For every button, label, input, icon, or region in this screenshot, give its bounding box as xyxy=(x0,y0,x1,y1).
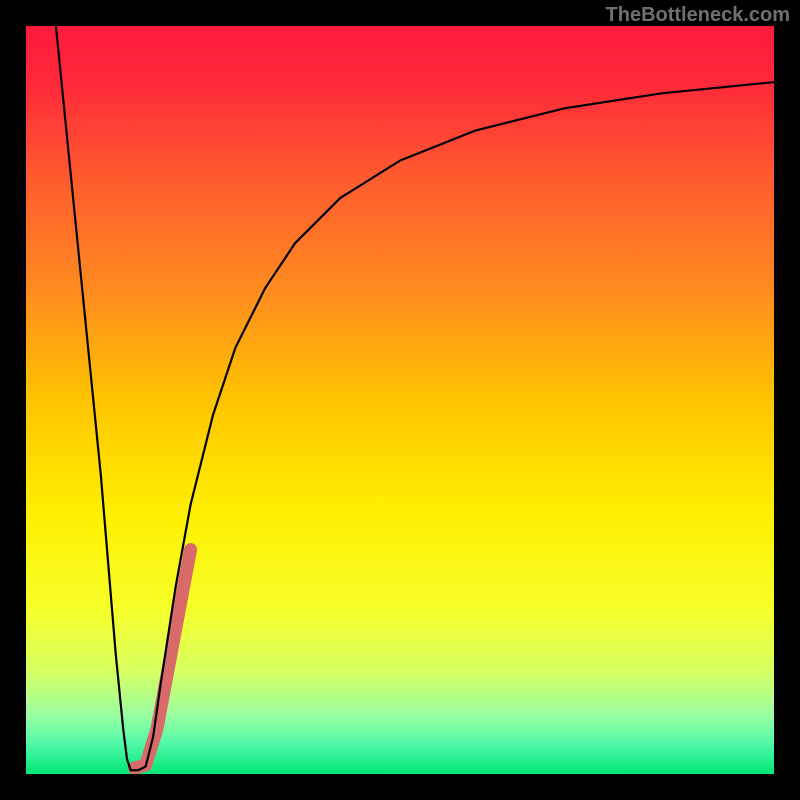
chart-frame: TheBottleneck.com xyxy=(0,0,800,800)
chart-background-gradient xyxy=(26,26,774,774)
bottleneck-chart xyxy=(0,0,800,800)
watermark-text: TheBottleneck.com xyxy=(606,4,790,27)
